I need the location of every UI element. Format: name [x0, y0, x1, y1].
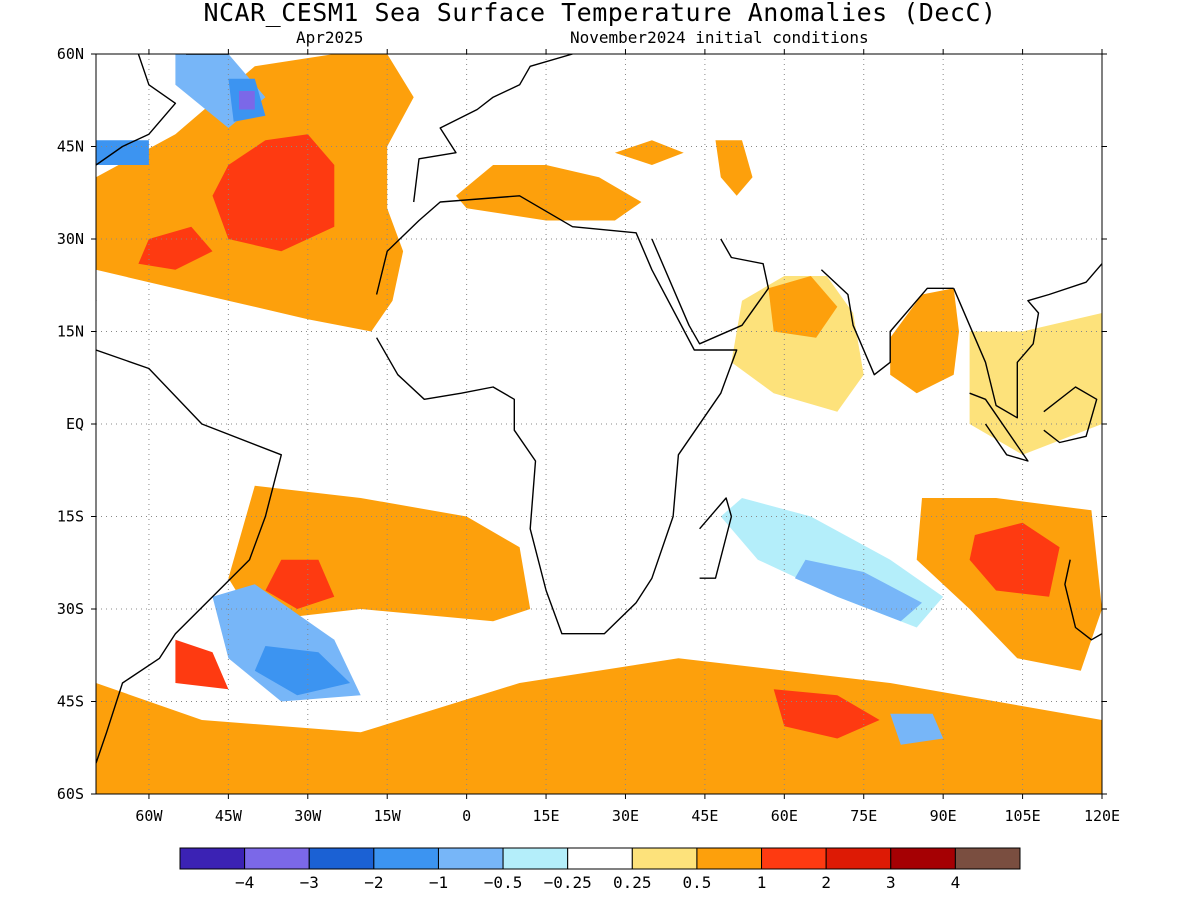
coastline-europe — [413, 54, 573, 203]
anomaly-region-se-indian-strong-warm — [969, 522, 1060, 597]
colorbar-label: −4 — [235, 873, 254, 892]
colorbar-label: 0.25 — [613, 873, 652, 892]
colorbar-label: −0.5 — [484, 873, 523, 892]
lat-tick-label: 60S — [57, 785, 84, 803]
coastline-arabia — [651, 238, 770, 345]
anomaly-region-southern-ocean-strong-warm — [773, 689, 880, 739]
coastline-north-america — [96, 54, 177, 301]
anomaly-region-central-indian-cold-core — [794, 559, 922, 622]
lon-tick-label: 105E — [1005, 807, 1041, 825]
anomaly-region-bay-of-bengal-warm — [890, 288, 959, 394]
colorbar-label: −3 — [300, 873, 319, 892]
anomaly-region-n-atlantic-strong-warm — [212, 134, 335, 252]
anomaly-region-labrador-core — [239, 91, 255, 110]
lon-tick-label: 30W — [294, 807, 322, 825]
lon-tick-label: 60E — [771, 807, 798, 825]
subtitle-initial-conditions: November2024 initial conditions — [570, 28, 869, 47]
coastline-greenland — [186, 54, 230, 55]
anomaly-shading — [96, 54, 1102, 794]
colorbar-swatch — [308, 847, 375, 870]
lon-tick-label: 15W — [374, 807, 402, 825]
graticule — [96, 54, 1102, 794]
latitude-axis: 60N 45N 30N 15N EQ 15S 30S 45S 60S — [57, 45, 1107, 803]
lon-tick-label: 45W — [215, 807, 243, 825]
colorbar-label: −0.25 — [544, 873, 592, 892]
colorbar-label: 2 — [821, 873, 831, 892]
coastline-australia — [1064, 559, 1102, 641]
subtitle-valid-month: Apr2025 — [296, 28, 364, 47]
colorbar-swatch — [631, 847, 698, 870]
anomaly-region-sw-atlantic-warm-patch — [175, 639, 229, 690]
anomaly-region-mediterranean-warm — [456, 165, 642, 221]
anomaly-region-e-indian-warm — [969, 313, 1102, 455]
lat-tick-label: 60N — [57, 45, 84, 63]
colorbar-swatch — [437, 847, 504, 870]
lat-tick-label: 15S — [57, 508, 84, 526]
lat-tick-label: 15N — [57, 323, 84, 341]
lat-tick-label: 30N — [57, 230, 84, 248]
colorbar-swatch — [244, 847, 310, 870]
anomaly-region-n-atlantic-strong-warm-west — [138, 226, 213, 270]
lat-tick-label: EQ — [66, 415, 84, 433]
lon-tick-label: 45E — [691, 807, 718, 825]
lon-tick-label: 0 — [462, 807, 471, 825]
lon-tick-label: 120E — [1084, 807, 1120, 825]
colorbar-swatch — [373, 847, 439, 870]
colorbar-label: 4 — [951, 873, 961, 892]
colorbar-swatch — [761, 847, 827, 870]
coastline-sumatra — [969, 392, 1029, 462]
lon-tick-label: 90E — [930, 807, 957, 825]
lon-tick-label: 60W — [135, 807, 163, 825]
colorbar-swatch — [825, 847, 892, 870]
coastline-borneo — [1043, 386, 1098, 444]
anomaly-region-nw-atlantic-cold — [96, 140, 149, 165]
anomaly-region-s-atlantic-strong-warm — [265, 559, 335, 609]
colorbar-label: −1 — [429, 873, 448, 892]
colorbar-swatch — [954, 847, 1021, 870]
anomaly-region-southern-ocean-warm — [96, 658, 1102, 794]
colorbar-label: −2 — [364, 873, 383, 892]
coastline-south-america — [96, 349, 282, 764]
colorbar-swatch — [502, 847, 569, 870]
lon-tick-label: 30E — [612, 807, 639, 825]
anomaly-region-arabian-sea-orange — [768, 276, 838, 338]
coastline-india — [820, 269, 954, 376]
colorbar-swatch — [890, 847, 956, 870]
colorbar-swatch — [567, 847, 633, 870]
colorbar-swatch — [179, 847, 246, 870]
colorbar: −4 −3 −2 −1 −0.5 −0.25 0.25 0.5 1 2 3 4 — [179, 847, 1021, 892]
lat-tick-label: 45S — [57, 693, 84, 711]
colorbar-label: 0.5 — [682, 873, 711, 892]
coastline-se-asia — [953, 263, 1102, 419]
lon-tick-label: 15E — [533, 807, 560, 825]
anomaly-region-caspian-warm — [715, 140, 753, 196]
anomaly-region-southern-ocean-cold-blob — [890, 713, 944, 745]
anomaly-region-brazil-malvinas-cold-core — [254, 646, 351, 696]
colorbar-swatch — [696, 847, 763, 870]
lat-tick-label: 45N — [57, 138, 84, 156]
coastline-madagascar — [699, 497, 733, 579]
colorbar-label: 1 — [757, 873, 767, 892]
lat-tick-label: 30S — [57, 600, 84, 618]
colorbar-label: 3 — [886, 873, 896, 892]
coastline-africa — [375, 195, 738, 635]
longitude-axis: 60W 45W 30W 15W 0 15E 30E 45E 60E 75E 90E 105E 120E — [135, 49, 1120, 825]
coastlines — [96, 54, 1102, 764]
lon-tick-label: 75E — [850, 807, 877, 825]
map-title: NCAR_CESM1 Sea Surface Temperature Anoma… — [203, 0, 997, 27]
